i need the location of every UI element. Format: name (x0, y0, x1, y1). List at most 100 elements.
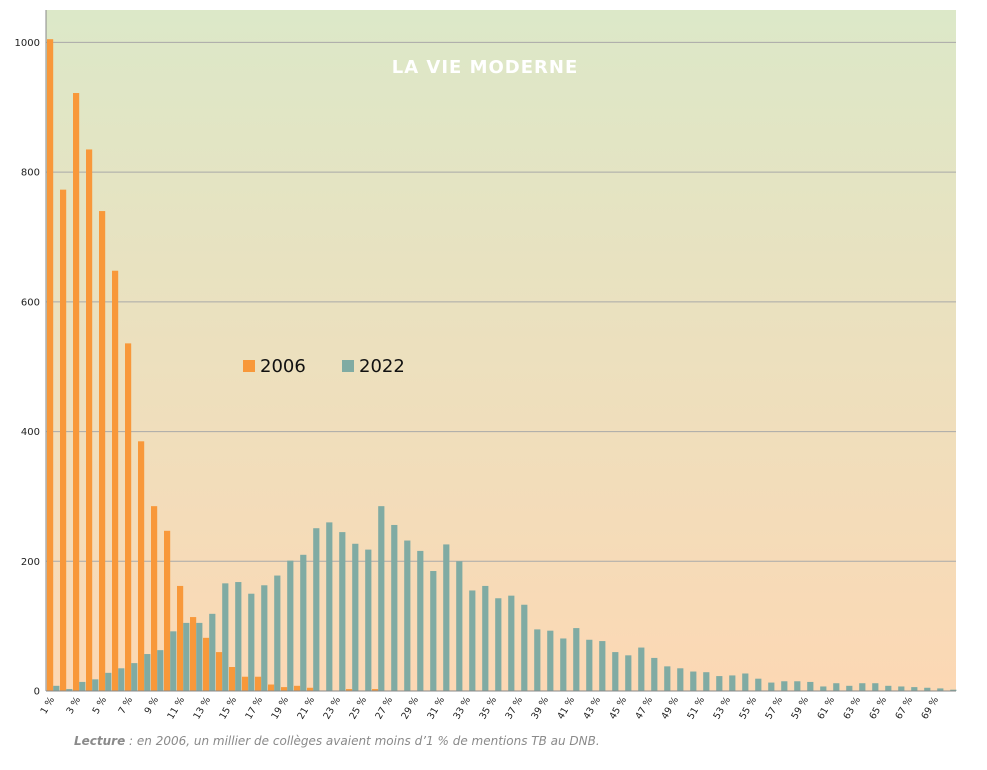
bar-2022 (209, 613, 216, 691)
bar-2022 (898, 686, 905, 691)
bar-2022 (807, 681, 814, 691)
x-tick-label: 31 % (426, 695, 448, 721)
bar-2022 (196, 622, 203, 691)
bar-2022 (833, 683, 840, 691)
x-tick-label: 5 % (91, 695, 110, 716)
bar-2022 (326, 522, 333, 691)
x-tick-label: 25 % (348, 695, 370, 721)
plot-background (46, 10, 956, 691)
bar-2006 (125, 343, 132, 691)
bar-2022 (521, 604, 528, 691)
x-tick-label: 15 % (218, 695, 240, 721)
bar-2022 (235, 582, 242, 691)
bar-2022 (573, 628, 580, 691)
bar-2006 (242, 676, 249, 691)
legend-swatch-2006 (243, 360, 255, 372)
bar-2022 (651, 657, 658, 691)
legend: 2006 2022 (243, 356, 405, 377)
x-tick-label: 45 % (608, 695, 630, 721)
x-tick-label: 1 % (39, 695, 58, 716)
bar-2022 (664, 666, 671, 691)
y-tick-label: 1000 (15, 38, 40, 49)
bar-2022 (66, 689, 73, 691)
bar-2022 (820, 686, 827, 691)
bar-2022 (469, 590, 476, 691)
y-tick-label: 400 (21, 427, 40, 438)
y-tick-label: 800 (21, 168, 40, 179)
bar-2022 (742, 673, 749, 691)
bar-2022 (625, 655, 632, 691)
x-tick-label: 43 % (582, 695, 604, 721)
x-tick-label: 3 % (65, 695, 84, 716)
bar-2022 (118, 668, 125, 691)
bar-2022 (846, 685, 853, 691)
bar-2006 (203, 637, 210, 691)
legend-label-2022: 2022 (359, 356, 405, 377)
x-tick-label: 55 % (738, 695, 760, 721)
y-tick-label: 200 (21, 557, 40, 568)
bar-2006 (47, 39, 54, 691)
bar-2022 (677, 668, 684, 691)
bar-2022 (222, 583, 229, 691)
bar-2006 (216, 652, 223, 691)
bar-2022 (157, 650, 164, 691)
x-tick-label: 17 % (244, 695, 266, 721)
bar-2006 (281, 687, 288, 691)
bar-2022 (53, 685, 60, 691)
bar-2022 (911, 687, 918, 691)
chart-title: LA VIE MODERNE (392, 57, 579, 78)
bar-2006 (86, 149, 93, 691)
legend-label-2006: 2006 (260, 356, 306, 377)
bar-2022 (443, 544, 450, 691)
bar-2022 (794, 681, 801, 691)
x-tick-label: 63 % (842, 695, 864, 721)
bar-2022 (950, 689, 957, 691)
x-tick-label: 23 % (322, 695, 344, 721)
bar-2022 (378, 506, 385, 691)
bar-2022 (716, 676, 723, 691)
bar-2022 (482, 585, 489, 691)
bar-2022 (495, 598, 502, 691)
bar-2022 (274, 575, 281, 691)
bar-2006 (307, 687, 314, 691)
bar-2006 (112, 270, 119, 691)
bar-2006 (151, 506, 158, 691)
x-tick-label: 39 % (530, 695, 552, 721)
x-tick-label: 53 % (712, 695, 734, 721)
bar-2022 (924, 687, 931, 691)
reading-note: Lecture : en 2006, un millier de collège… (74, 734, 600, 748)
bar-2022 (170, 631, 177, 691)
x-tick-label: 37 % (504, 695, 526, 721)
bar-2022 (729, 675, 736, 691)
x-tick-label: 61 % (816, 695, 838, 721)
x-tick-label: 21 % (296, 695, 318, 721)
bar-2006 (164, 530, 171, 691)
x-tick-label: 35 % (478, 695, 500, 721)
bar-2006 (73, 93, 80, 691)
bar-2022 (612, 652, 619, 691)
x-tick-label: 33 % (452, 695, 474, 721)
bar-2006 (60, 189, 67, 691)
bar-2022 (183, 622, 190, 691)
bar-2006 (255, 676, 262, 691)
x-tick-label: 9 % (143, 695, 162, 716)
bar-2022 (885, 685, 892, 691)
bar-2022 (339, 532, 346, 691)
bar-2022 (261, 585, 268, 691)
x-tick-label: 11 % (166, 695, 188, 721)
bar-2022 (508, 595, 515, 691)
bar-2022 (599, 641, 606, 691)
x-tick-label: 67 % (894, 695, 916, 721)
bar-2022 (430, 571, 437, 691)
bar-2022 (534, 629, 541, 691)
x-tick-label: 49 % (660, 695, 682, 721)
x-tick-label: 7 % (117, 695, 136, 716)
bar-2006 (177, 585, 184, 691)
x-tick-label: 65 % (868, 695, 890, 721)
bar-2022 (638, 647, 645, 691)
y-tick-label: 0 (34, 687, 40, 698)
bar-2022 (586, 639, 593, 691)
bar-2022 (690, 671, 697, 691)
bar-2022 (937, 688, 944, 691)
